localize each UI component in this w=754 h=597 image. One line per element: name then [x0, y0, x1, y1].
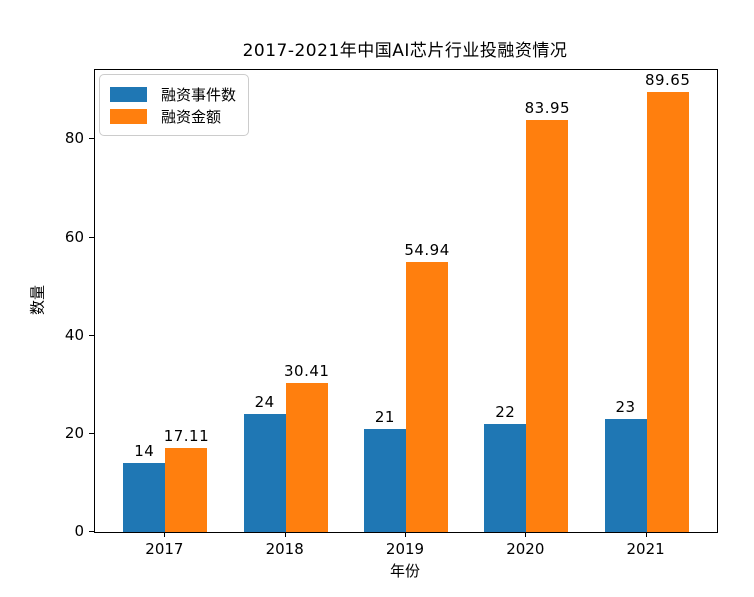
- x-tick-label: 2020: [506, 540, 545, 558]
- plot-area: 14 17.11 24 30.41 21 54.94 22 83.95 23 89.65: [94, 69, 718, 533]
- y-tick-mark: [89, 138, 94, 140]
- bar-融资金额-2018: [285, 382, 328, 532]
- bar-value-label: 21: [374, 407, 395, 426]
- x-tick-mark: [405, 532, 406, 537]
- legend-label: 融资金额: [161, 107, 222, 126]
- y-tick-label: 20: [64, 423, 84, 442]
- y-tick-mark: [89, 432, 94, 434]
- x-tick-mark: [284, 532, 286, 537]
- bar-value-label: 83.95: [524, 98, 571, 117]
- y-tick-mark: [89, 236, 94, 238]
- y-tick-label: 60: [64, 227, 84, 246]
- x-tick-label: 2021: [626, 540, 665, 558]
- bar-融资事件数-2019: [363, 428, 406, 532]
- bar-value-label: 24: [254, 393, 275, 412]
- y-axis-label: 数量: [28, 284, 47, 316]
- x-tick-label: 2018: [265, 540, 304, 558]
- bar-融资事件数-2020: [484, 424, 527, 532]
- legend: 融资事件数 融资金额: [99, 74, 250, 136]
- x-tick-mark: [164, 532, 166, 537]
- bar-融资金额-2017: [165, 448, 208, 532]
- bar-value-label: 30.41: [284, 361, 330, 380]
- bar-value-label: 17.11: [163, 427, 210, 446]
- bar-value-label: 89.65: [644, 70, 691, 89]
- bar-融资事件数-2017: [123, 463, 166, 532]
- y-tick-mark: [89, 531, 94, 532]
- legend-swatch-icon: [110, 108, 147, 124]
- y-tick-label: 40: [64, 325, 84, 344]
- x-tick-mark: [525, 532, 527, 537]
- bar-融资事件数-2018: [243, 414, 286, 532]
- bar-value-label: 54.94: [404, 241, 450, 260]
- x-tick-mark: [645, 532, 647, 537]
- legend-swatch-icon: [110, 86, 147, 102]
- bar-value-label: 14: [134, 442, 155, 461]
- bar-融资金额-2021: [646, 92, 689, 532]
- y-tick-label: 80: [64, 129, 84, 148]
- bar-融资金额-2020: [526, 119, 569, 532]
- y-tick-mark: [89, 334, 94, 336]
- x-axis-label: 年份: [389, 562, 420, 580]
- legend-item-融资事件数: 融资事件数: [110, 83, 236, 105]
- legend-label: 融资事件数: [161, 85, 237, 104]
- x-tick-label: 2017: [145, 540, 184, 558]
- bar-融资金额-2019: [406, 262, 449, 532]
- bar-融资事件数-2021: [604, 419, 647, 532]
- bar-value-label: 23: [615, 398, 636, 417]
- legend-item-融资金额: 融资金额: [110, 105, 236, 127]
- y-tick-label: 0: [74, 522, 84, 540]
- x-tick-label: 2019: [385, 540, 425, 558]
- bar-value-label: 22: [495, 403, 516, 422]
- chart-title: 2017-2021年中国AI芯片行业投融资情况: [242, 41, 568, 61]
